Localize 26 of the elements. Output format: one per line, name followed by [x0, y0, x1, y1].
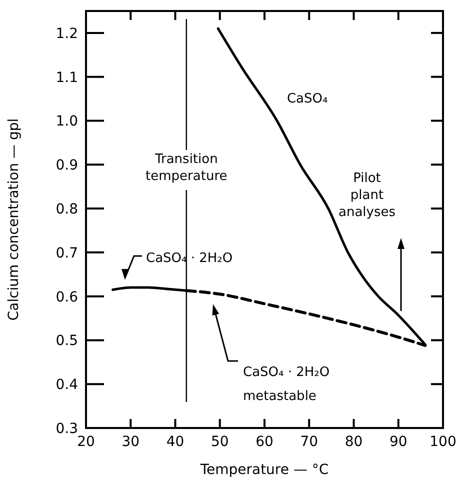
x-tick-label: 80: [344, 434, 363, 450]
y-tick-label: 0.7: [56, 245, 78, 262]
annotation: CaSO₄ · 2H₂O: [146, 251, 233, 266]
x-tick-label: 30: [122, 434, 140, 450]
y-tick-label: 0.8: [56, 202, 78, 218]
y-tick-label: 0.3: [56, 421, 78, 437]
x-axis-title: Temperature — °C: [199, 462, 329, 478]
y-tick-label: 0.6: [56, 289, 78, 306]
x-tick-label: 70: [300, 434, 318, 450]
x-tick-label: 100: [430, 434, 456, 450]
series-label: CaSO₄: [286, 92, 328, 107]
y-tick-label: 0.9: [56, 158, 78, 174]
y-axis-title: Calcium concentration — gpl: [6, 118, 22, 321]
ref-line-label: Transition temperature: [146, 152, 228, 184]
annotation: Pilot plant analyses: [338, 171, 396, 220]
y-tick-label: 0.5: [56, 333, 78, 350]
x-tick-label: 60: [256, 434, 274, 450]
x-tick-label: 20: [77, 434, 95, 450]
x-tick-label: 40: [166, 434, 184, 450]
x-tick-label: 90: [389, 434, 408, 450]
y-tick-label: 0.4: [56, 377, 78, 394]
x-tick-label: 50: [210, 434, 229, 450]
annotation: CaSO₄ · 2H₂O metastable: [243, 365, 330, 404]
y-tick-label: 1.1: [56, 70, 78, 86]
y-tick-label: 1.2: [56, 26, 78, 42]
y-tick-label: 1.0: [56, 114, 78, 130]
